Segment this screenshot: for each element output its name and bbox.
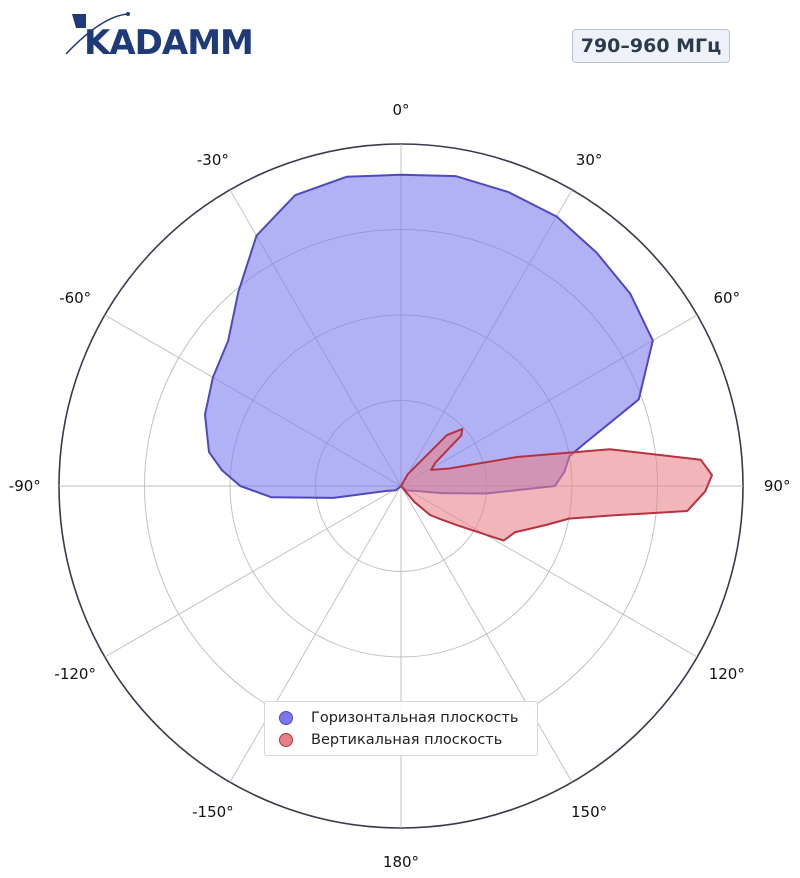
frequency-badge: 790–960 МГц — [572, 29, 730, 63]
angle-tick-label-90: 90° — [764, 477, 791, 495]
logo-swoosh-icon — [65, 12, 130, 55]
legend-item-horizontal: Горизонтальная плоскость — [279, 708, 518, 728]
angle-tick-label-0: 0° — [392, 101, 409, 119]
polar-spoke-m120 — [104, 485, 402, 658]
polar-spoke-m150 — [229, 485, 402, 783]
angle-tick-label-60: 60° — [714, 289, 741, 307]
legend-label-vertical: Вертикальная плоскость — [311, 732, 503, 748]
angle-tick-label-150: 150° — [571, 803, 607, 821]
legend-marker-horizontal — [279, 711, 293, 725]
angle-tick-label-m90: -90° — [9, 477, 41, 495]
series-layer — [204, 173, 713, 542]
angle-tick-label-180: 180° — [383, 853, 419, 871]
series-vertical-plane — [400, 427, 713, 542]
legend-item-vertical: Вертикальная плоскость — [279, 730, 502, 750]
legend-marker-vertical — [279, 733, 293, 747]
angle-tick-label-m30: -30° — [197, 151, 229, 169]
angle-tick-labels: 0° 30° 60° 90° 120° 150° 180° -150° -120° -90° -60… — [9, 101, 791, 871]
kadamm-logo: KADAMM — [62, 6, 267, 64]
angle-tick-label-m60: -60° — [59, 289, 91, 307]
legend-label-horizontal: Горизонтальная плоскость — [311, 710, 519, 726]
logo-wordmark: KADAMM — [84, 23, 254, 63]
angle-tick-label-m150: -150° — [192, 803, 234, 821]
angle-tick-label-m120: -120° — [54, 665, 96, 683]
polar-spoke-150 — [400, 485, 573, 783]
chart-legend: Горизонтальная плоскость Вертикальная пл… — [264, 701, 538, 756]
angle-tick-label-30: 30° — [576, 151, 603, 169]
series-horizontal-plane — [204, 173, 654, 499]
angle-tick-label-120: 120° — [709, 665, 745, 683]
